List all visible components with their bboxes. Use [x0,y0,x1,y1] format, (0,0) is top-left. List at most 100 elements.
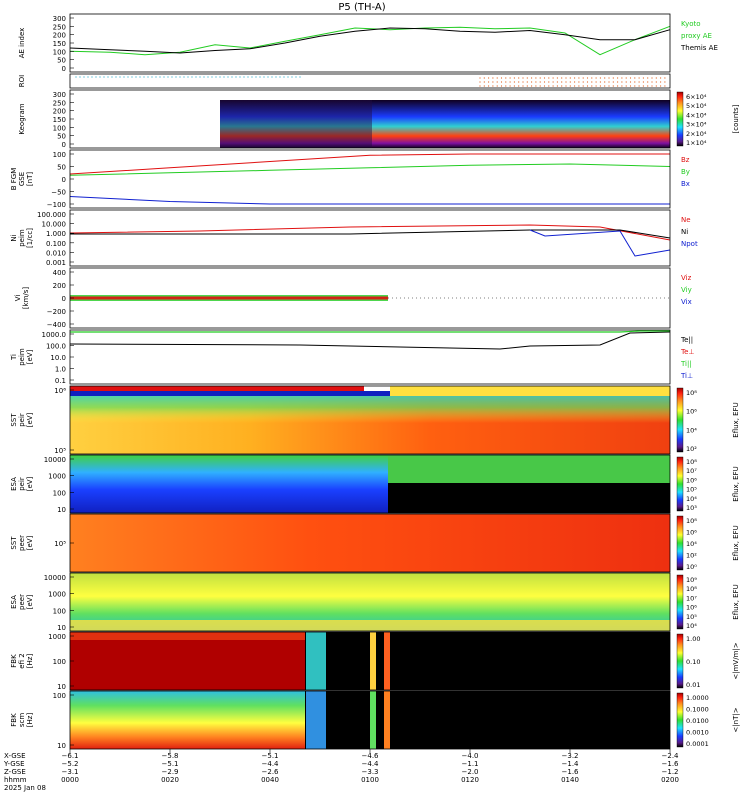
xtick-4-3: 0120 [461,776,479,784]
roi-dot [483,81,485,83]
roi-dot [295,76,297,78]
roi-dot [591,77,593,79]
ylabel-fbk_e-2: [Hz] [26,654,34,669]
panel-sst_e: SST peer [eV] 10⁵ 10⁸ 10⁶ 10⁴ 10² 10⁰ Eflux, EFU [10,513,740,573]
colorbar-tick-fbk_b-2: 0.0100 [686,717,709,725]
roi-dot [299,76,301,78]
roi-dot [535,77,537,79]
roi-dot [275,76,277,78]
sst-ion-mode-bar-blue [70,391,390,396]
colorbar-tick-sst_e-0: 10⁸ [686,517,697,525]
roi-dot [638,77,640,79]
roi-dot [578,77,580,79]
panel-fbk_b: FBK scm [Hz] 100 10 1.0000 0.1000 0.0100 0.0010 0… [10,690,740,750]
ytick-vi-1: 200 [53,282,66,290]
xtick-1-1: −5.1 [162,760,179,768]
ytick-keogram-4: 100 [53,124,66,132]
roi-dot [509,81,511,83]
esa-ion-spectrogram [70,455,388,513]
series-viz [70,296,388,300]
roi-dot [263,76,265,78]
xtick-6-0: −2.4 [662,752,680,760]
legend-ae-2: Themis AE [680,44,718,52]
legend-ni-1: Ni [681,228,688,236]
roi-dot [255,76,257,78]
roi-dot [522,81,524,83]
fbk-efi-top [70,632,305,640]
ytick-fbk_e-1: 100 [53,658,66,666]
sst-ion-mode-bar-yellow [390,386,670,396]
colorbar-tick-esa_i-2: 10⁶ [686,476,697,484]
roi-dot [509,77,511,79]
colorbar-tick-esa_e-0: 10⁹ [686,576,697,584]
ylabel-esa_e-2: [eV] [26,594,34,609]
roi-dot [167,76,169,78]
ytick-ae-0: 300 [53,15,66,23]
roi-dot [617,77,619,79]
roi-dot [664,77,666,79]
ytick-ni-5: 0.001 [46,259,66,267]
roi-dot [625,77,627,79]
ytick-ti-2: 10.0 [50,354,66,362]
roi-dot [664,81,666,83]
colorbar-tick-esa_e-5: 10⁴ [686,622,697,630]
roi-dot [111,76,113,78]
ytick-ni-2: 1.000 [46,230,66,238]
ylabel-ti-1: peim [18,348,26,366]
roi-dot [586,81,589,83]
roi-dot [518,85,520,87]
esa-ion-late-black [388,483,670,513]
ylabel-esa_e-1: peer [18,594,26,610]
ytick-ae-4: 100 [53,48,66,56]
legend-bfgm-2: Bx [681,180,690,188]
ytick-keogram-3: 150 [53,116,66,124]
ytick-esa_e-0: 10000 [44,574,66,582]
xtick-0-0: −6.1 [62,752,79,760]
ytick-ae-1: 250 [53,23,66,31]
roi-dot [617,81,619,83]
ytick-vi-3: −200 [47,308,66,316]
roi-dot [608,85,610,87]
series-bz [69,153,670,175]
ylabel-bfgm-2: [nT] [26,172,34,186]
ytick-fbk_b-0: 100 [53,692,66,700]
roi-dot [586,77,589,79]
ylabel-ni-0: Ni [10,234,18,241]
roi-dot [513,81,516,83]
roi-dot [582,77,584,79]
roi-dot [612,85,614,87]
roi-dot [660,77,662,79]
ytick-keogram-0: 300 [53,91,66,99]
roi-dot [548,77,550,79]
roi-dot [215,76,217,78]
ylabel-esa_i-2: [eV] [26,476,34,491]
roi-dot [492,81,494,83]
xtick-5-1: −1.4 [562,760,580,768]
colorbar-tick-sst_i-2: 10⁴ [686,426,697,434]
colorbar-label-fbk_b: <|nT|> [732,707,740,732]
roi-dot [595,77,597,79]
roi-dot [191,76,193,78]
roi-dot [83,76,85,78]
roi-dot [119,76,121,78]
series-kyoto-proxy-ae [69,25,671,56]
ylabel-roi-0: ROI [18,75,26,87]
roi-dot [621,81,623,83]
colorbar-tick-esa_i-5: 10³ [686,504,697,512]
xtick-4-0: −4.0 [462,752,479,760]
roi-dot [227,76,229,78]
ytick-fbk_e-2: 10 [57,683,66,691]
ylabel-bfgm-0: B FGM [10,168,18,191]
fbk-efi-red [70,640,305,690]
ytick-bfgm-0: 100 [53,151,66,159]
colorbar-label-fbk_e: <|mV/m|> [732,642,740,679]
colorbar-tick-esa_i-0: 10⁸ [686,458,697,466]
ylabel-ti-0: Ti [10,354,18,361]
colorbar-tick-keogram-4: 2×10⁴ [686,130,707,138]
roi-dot [647,77,649,79]
panel-ni: Ni peim [1/cc]100.00010.0001.0000.1000.010… [10,209,698,267]
roi-dot [531,81,533,83]
panel-fbk_e: FBK efi 2 [Hz] 1000 100 10 1.00 0.10 0.01 <|mV/m|… [10,631,740,691]
